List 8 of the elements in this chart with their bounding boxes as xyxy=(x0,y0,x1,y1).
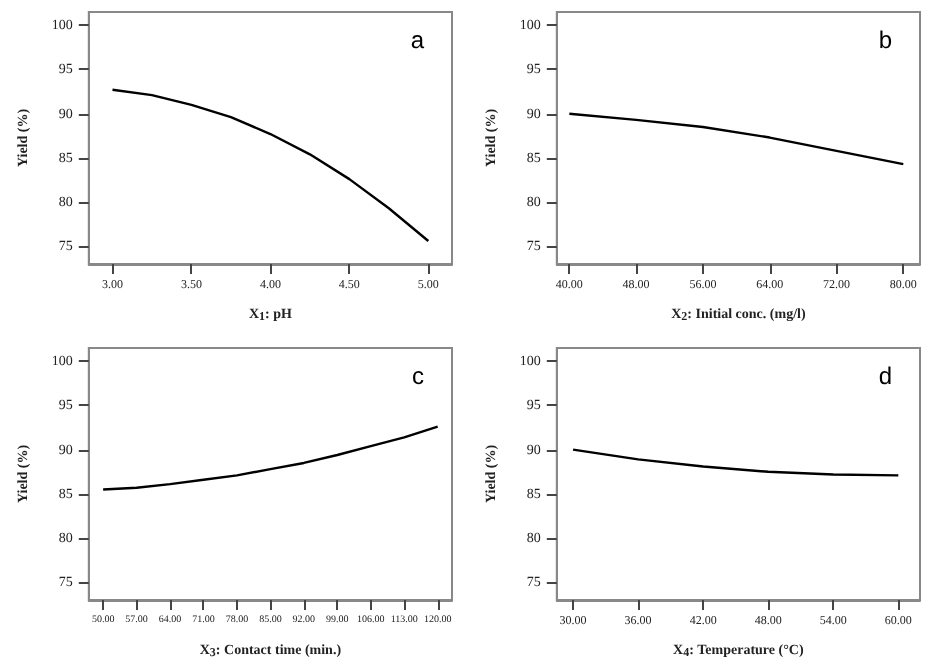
annotation: c xyxy=(412,361,424,389)
line-series xyxy=(111,88,430,243)
line-series xyxy=(571,447,900,476)
annotation: b xyxy=(878,26,893,54)
line-series xyxy=(101,424,439,490)
annotation: d xyxy=(878,361,893,389)
line-series xyxy=(568,112,905,166)
annotation: a xyxy=(410,26,425,54)
